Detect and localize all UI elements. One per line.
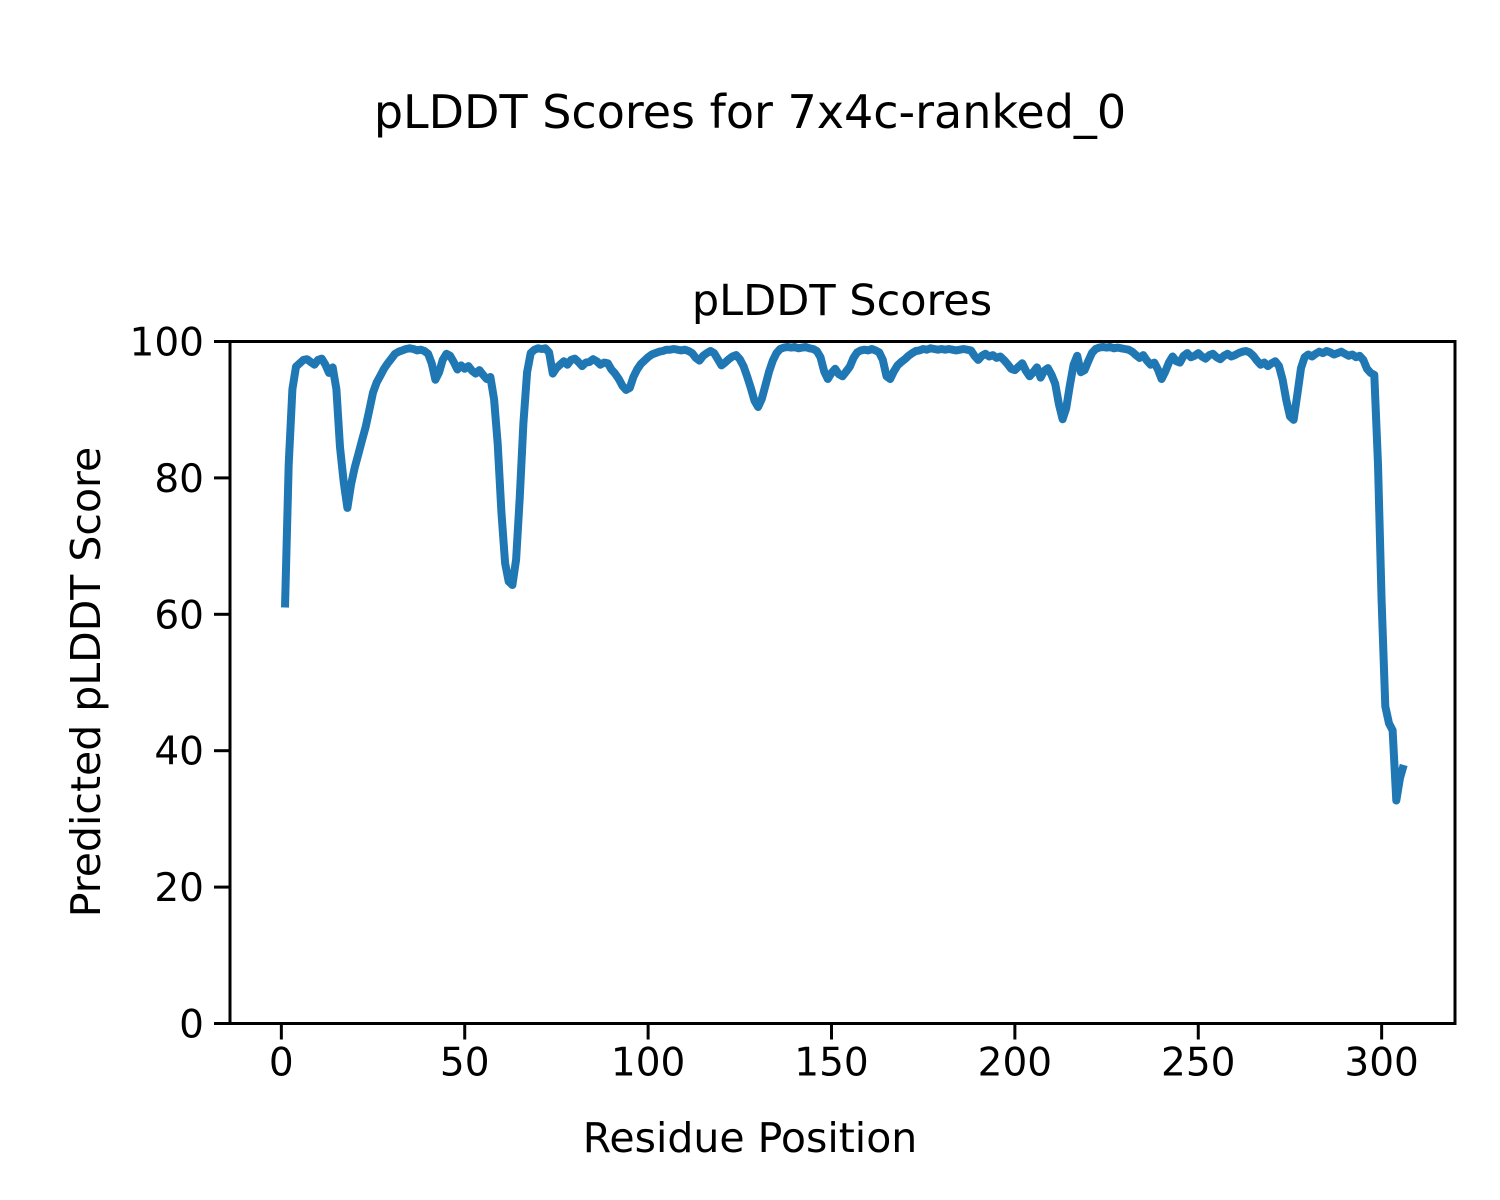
figure-suptitle: pLDDT Scores for 7x4c-ranked_0 [374, 85, 1126, 139]
x-axis-ticks: 0 50 100 150 200 250 300 [269, 1023, 1419, 1086]
plot-area-border [228, 340, 1457, 1025]
y-tick-label: 20 [154, 866, 204, 911]
x-tick-label: 200 [978, 1041, 1052, 1086]
x-tick-label: 0 [269, 1041, 294, 1086]
x-tick-label: 300 [1344, 1041, 1418, 1086]
x-tick-label: 150 [794, 1041, 868, 1086]
x-tick-label: 250 [1161, 1041, 1235, 1086]
y-tick-label: 80 [154, 457, 204, 502]
y-tick-label: 40 [154, 730, 204, 775]
plddt-series-line [281, 343, 1408, 805]
y-axis-label: Predicted pLDDT Score [62, 447, 110, 917]
y-tick-label: 100 [130, 321, 204, 366]
y-tick-label: 0 [179, 1003, 204, 1048]
y-tick-label: 60 [154, 593, 204, 638]
x-tick-label: 100 [611, 1041, 685, 1086]
axes-title: pLDDT Scores [692, 276, 992, 326]
y-axis-ticks: 0 20 40 60 80 100 [130, 321, 230, 1048]
x-axis-label: Residue Position [583, 1114, 918, 1162]
x-tick-label: 50 [440, 1041, 490, 1086]
